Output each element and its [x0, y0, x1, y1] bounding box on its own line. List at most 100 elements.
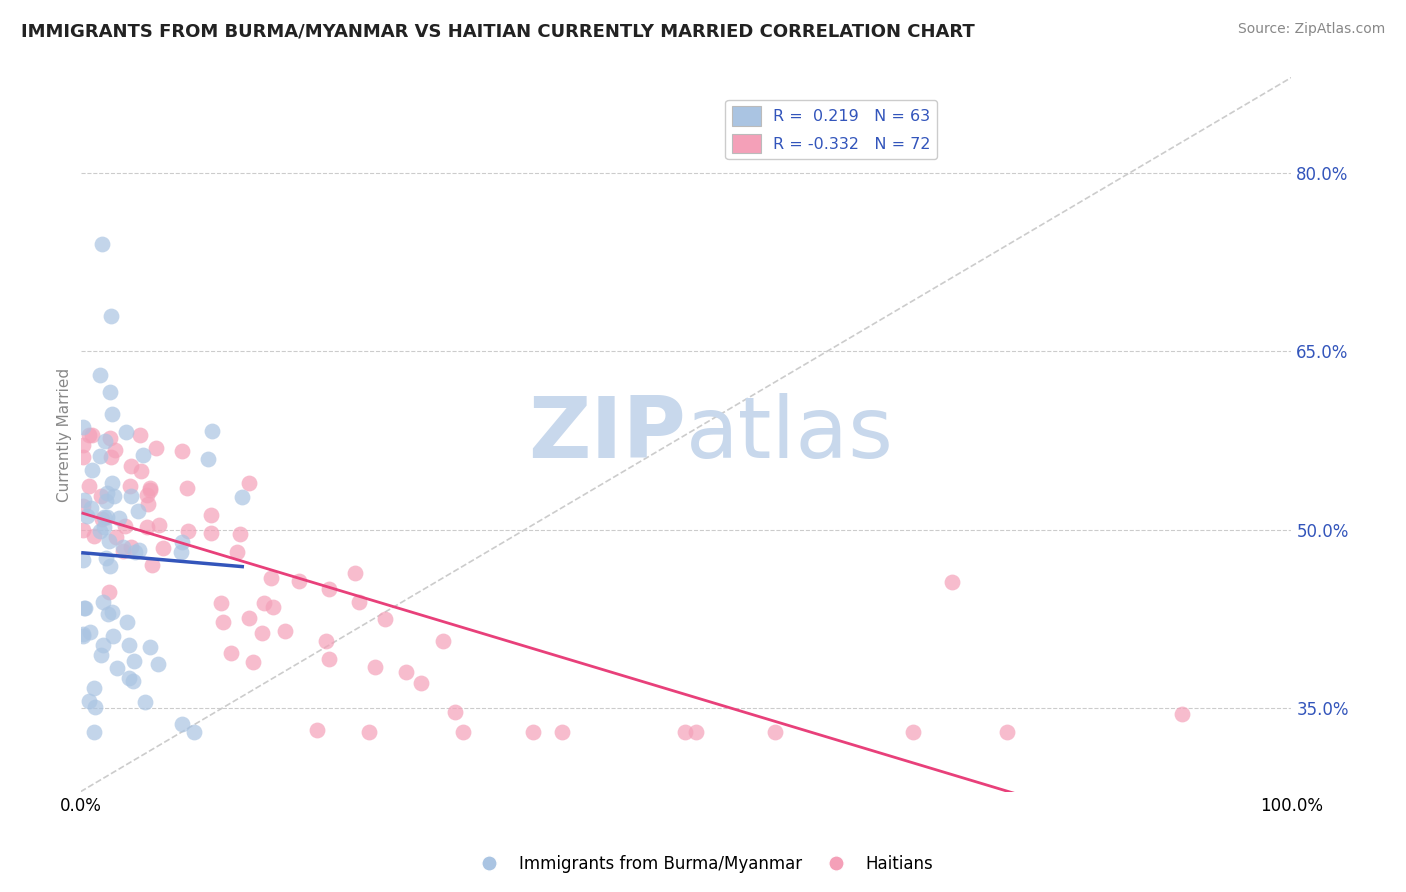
- Point: [139, 481, 162, 495]
- Point: [101, 605, 124, 619]
- Point: [112, 540, 135, 554]
- Point: [172, 716, 194, 731]
- Point: [127, 504, 149, 518]
- Point: [231, 490, 253, 504]
- Point: [901, 725, 924, 739]
- Point: [763, 725, 786, 739]
- Point: [444, 705, 467, 719]
- Text: atlas: atlas: [686, 393, 894, 476]
- Point: [148, 517, 170, 532]
- Point: [318, 582, 340, 596]
- Point: [76, 508, 98, 523]
- Point: [77, 694, 100, 708]
- Point: [82, 427, 104, 442]
- Point: [374, 612, 396, 626]
- Point: [357, 725, 380, 739]
- Point: [103, 490, 125, 504]
- Point: [83, 681, 105, 695]
- Point: [77, 427, 100, 442]
- Point: [90, 489, 112, 503]
- Point: [128, 543, 150, 558]
- Point: [172, 444, 194, 458]
- Legend: R =  0.219   N = 63, R = -0.332   N = 72: R = 0.219 N = 63, R = -0.332 N = 72: [725, 100, 938, 160]
- Point: [83, 725, 105, 739]
- Point: [72, 553, 94, 567]
- Point: [72, 524, 94, 538]
- Point: [114, 519, 136, 533]
- Text: IMMIGRANTS FROM BURMA/MYANMAR VS HAITIAN CURRENTLY MARRIED CORRELATION CHART: IMMIGRANTS FROM BURMA/MYANMAR VS HAITIAN…: [21, 22, 974, 40]
- Point: [145, 441, 167, 455]
- Point: [1171, 707, 1194, 722]
- Point: [141, 558, 163, 572]
- Point: [212, 615, 235, 629]
- Point: [685, 725, 707, 739]
- Point: [138, 640, 160, 654]
- Point: [250, 626, 273, 640]
- Point: [176, 481, 198, 495]
- Point: [347, 595, 370, 609]
- Point: [91, 595, 114, 609]
- Point: [124, 544, 146, 558]
- Point: [79, 500, 101, 515]
- Point: [238, 476, 260, 491]
- Point: [315, 634, 337, 648]
- Point: [219, 646, 242, 660]
- Point: [118, 638, 141, 652]
- Point: [197, 451, 219, 466]
- Point: [120, 479, 142, 493]
- Point: [200, 508, 222, 523]
- Point: [93, 510, 115, 524]
- Point: [108, 511, 131, 525]
- Point: [90, 648, 112, 663]
- Point: [96, 510, 118, 524]
- Point: [305, 723, 328, 738]
- Point: [103, 629, 125, 643]
- Point: [134, 695, 156, 709]
- Point: [318, 652, 340, 666]
- Point: [131, 448, 153, 462]
- Point: [105, 661, 128, 675]
- Point: [120, 459, 142, 474]
- Point: [242, 655, 264, 669]
- Text: Source: ZipAtlas.com: Source: ZipAtlas.com: [1237, 22, 1385, 37]
- Point: [94, 434, 117, 448]
- Point: [172, 535, 194, 549]
- Point: [129, 464, 152, 478]
- Point: [135, 487, 157, 501]
- Point: [91, 237, 114, 252]
- Legend: Immigrants from Burma/Myanmar, Haitians: Immigrants from Burma/Myanmar, Haitians: [465, 848, 941, 880]
- Point: [451, 725, 474, 739]
- Point: [288, 574, 311, 588]
- Point: [260, 570, 283, 584]
- Point: [200, 526, 222, 541]
- Point: [522, 725, 544, 739]
- Point: [100, 309, 122, 323]
- Y-axis label: Currently Married: Currently Married: [58, 368, 72, 501]
- Point: [89, 368, 111, 383]
- Point: [98, 558, 121, 573]
- Point: [209, 596, 232, 610]
- Point: [183, 725, 205, 739]
- Point: [97, 607, 120, 622]
- Point: [84, 699, 107, 714]
- Point: [100, 450, 122, 464]
- Point: [83, 529, 105, 543]
- Point: [409, 675, 432, 690]
- Point: [96, 486, 118, 500]
- Point: [673, 725, 696, 739]
- Point: [104, 442, 127, 457]
- Point: [225, 545, 247, 559]
- Point: [93, 520, 115, 534]
- Point: [101, 476, 124, 491]
- Point: [941, 575, 963, 590]
- Point: [551, 725, 574, 739]
- Point: [128, 427, 150, 442]
- Point: [73, 493, 96, 508]
- Point: [120, 540, 142, 554]
- Point: [995, 725, 1018, 739]
- Text: ZIP: ZIP: [529, 393, 686, 476]
- Point: [395, 665, 418, 680]
- Point: [274, 624, 297, 639]
- Point: [177, 524, 200, 538]
- Point: [135, 520, 157, 534]
